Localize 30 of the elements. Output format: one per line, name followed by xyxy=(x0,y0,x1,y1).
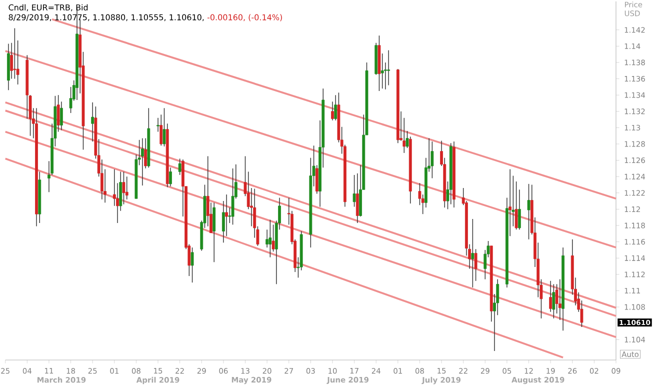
candlestick xyxy=(212,202,216,263)
chart-title: Cndl, EUR=TRB, Bid xyxy=(8,4,88,12)
candlestick xyxy=(122,171,126,205)
candlestick xyxy=(140,138,144,186)
candlestick xyxy=(266,229,268,248)
candlestick xyxy=(549,280,552,312)
candlestick xyxy=(225,194,228,236)
candlestick xyxy=(169,167,172,187)
candlestick xyxy=(380,53,384,89)
annotation: -0.00160, (-0.14%) xyxy=(207,14,282,22)
candlestick xyxy=(156,118,160,132)
candlestick xyxy=(60,101,63,130)
candlestick xyxy=(402,118,406,154)
candlestick xyxy=(13,28,16,80)
candlestick xyxy=(231,168,234,226)
candlestick xyxy=(527,184,530,240)
candlestick xyxy=(356,172,359,224)
candlestick xyxy=(178,158,182,176)
candlestick xyxy=(334,94,338,121)
candlestick xyxy=(268,219,272,258)
candlestick xyxy=(331,101,334,121)
candlestick xyxy=(558,278,562,320)
candlestick xyxy=(387,50,390,86)
candlestick xyxy=(552,284,556,319)
candlestick xyxy=(471,218,474,288)
candlestick xyxy=(352,174,356,208)
candlestick xyxy=(162,108,166,147)
candlestick xyxy=(190,247,194,283)
candlestick xyxy=(430,141,434,179)
candlestick xyxy=(518,189,521,230)
